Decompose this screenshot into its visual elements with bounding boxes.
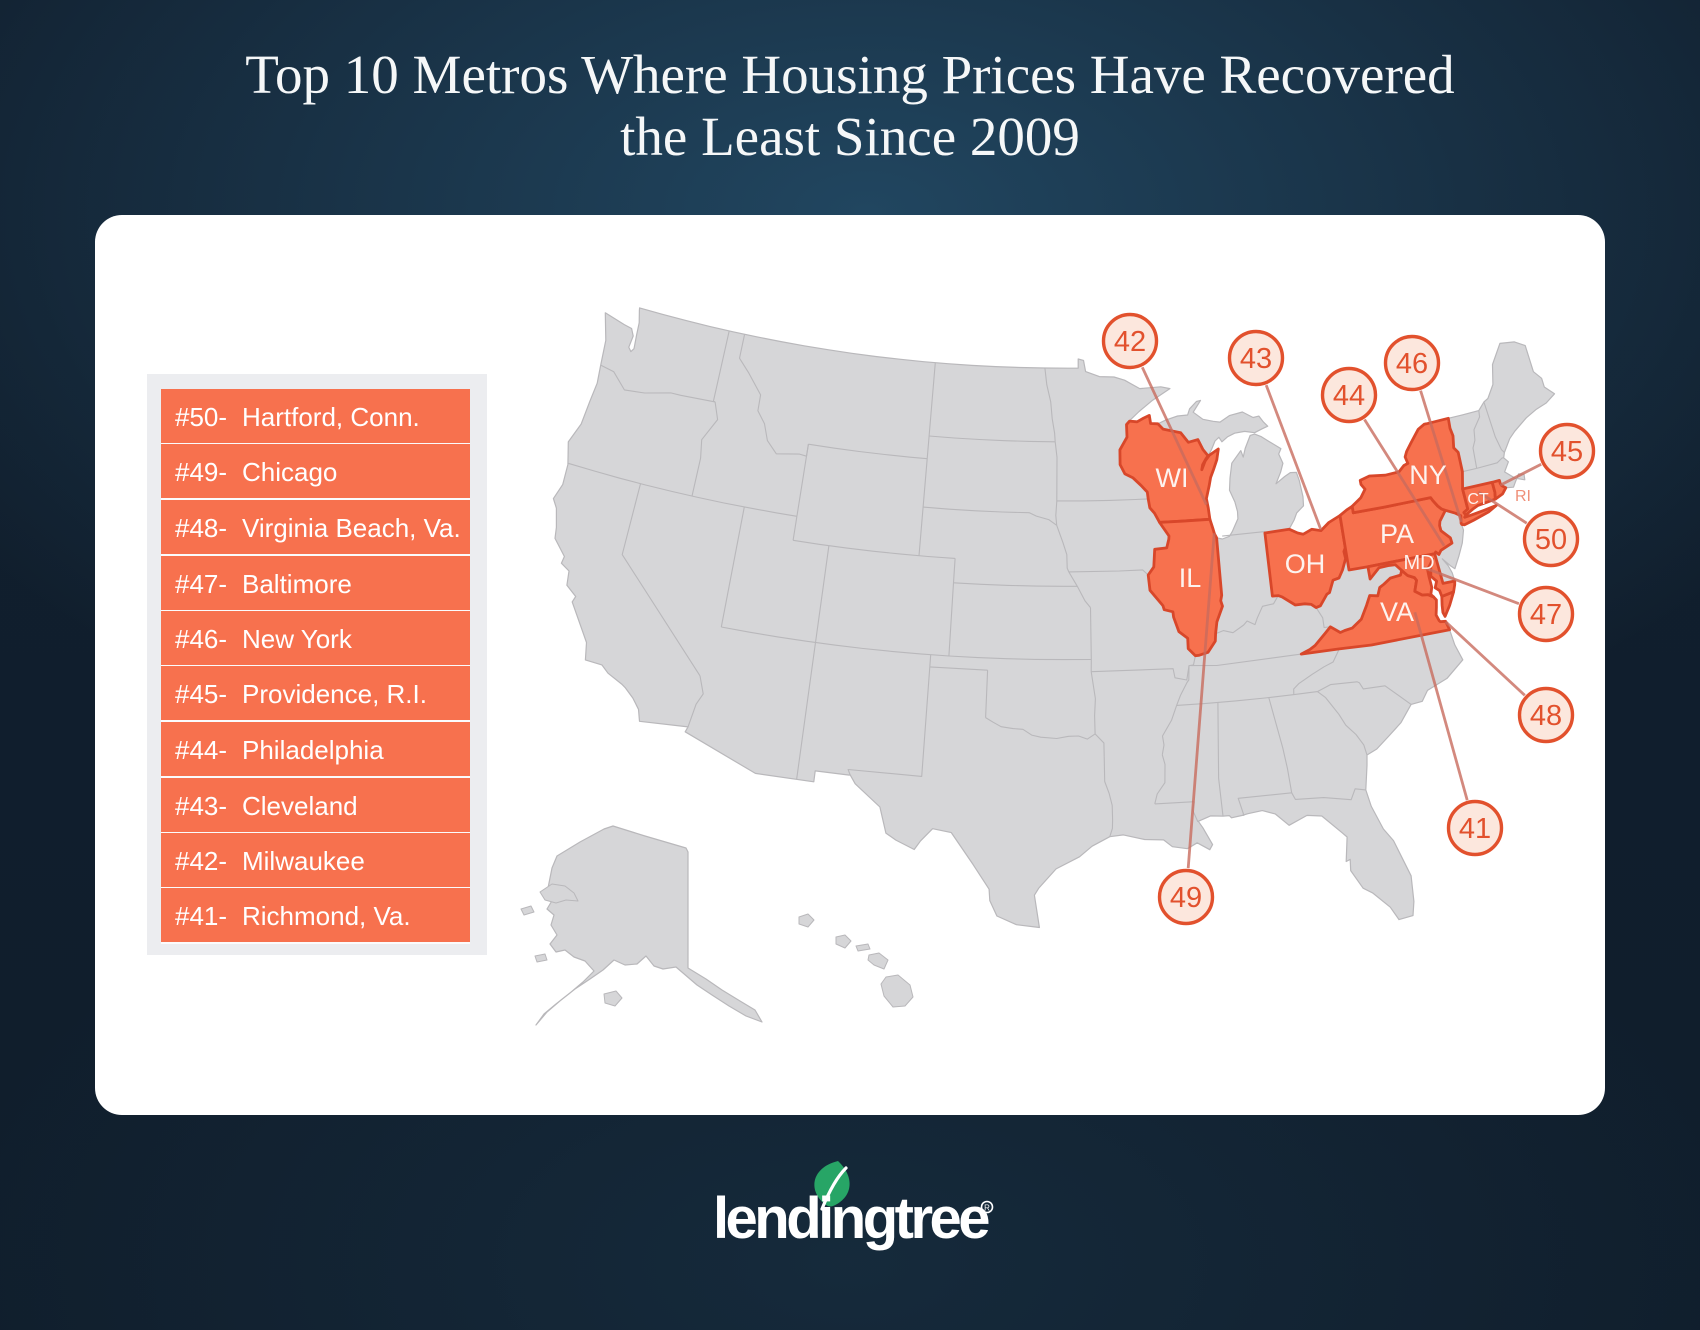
svg-text:49: 49 — [1170, 882, 1202, 914]
svg-text:lendingtree: lendingtree — [713, 1186, 989, 1251]
svg-text:43: 43 — [1240, 343, 1272, 375]
svg-text:IL: IL — [1179, 563, 1202, 593]
svg-text:44: 44 — [1333, 380, 1365, 412]
svg-text:46: 46 — [1396, 348, 1428, 380]
svg-text:OH: OH — [1285, 549, 1326, 579]
svg-text:45: 45 — [1551, 436, 1583, 468]
svg-text:R: R — [984, 1204, 990, 1213]
svg-text:VA: VA — [1380, 597, 1414, 627]
svg-text:WI: WI — [1156, 463, 1189, 493]
svg-text:41: 41 — [1459, 813, 1491, 845]
svg-text:42: 42 — [1114, 326, 1146, 358]
svg-text:MD: MD — [1403, 552, 1434, 574]
svg-text:50: 50 — [1535, 524, 1567, 556]
svg-text:NY: NY — [1409, 460, 1447, 490]
svg-text:RI: RI — [1515, 488, 1531, 505]
svg-text:48: 48 — [1530, 700, 1562, 732]
svg-text:PA: PA — [1380, 519, 1414, 549]
svg-text:CT: CT — [1467, 491, 1489, 508]
svg-text:47: 47 — [1530, 599, 1562, 631]
